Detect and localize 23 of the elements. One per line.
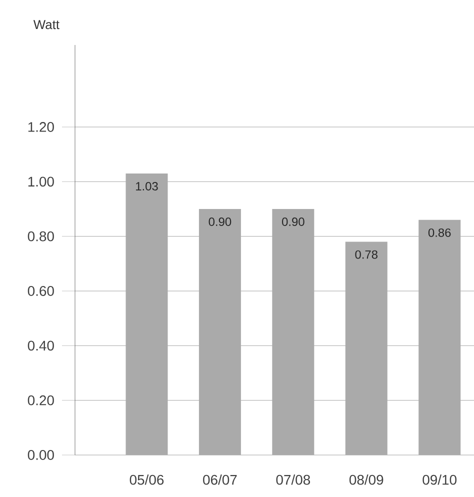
y-axis-title: Watt <box>33 20 60 30</box>
bar <box>272 208 314 455</box>
y-tick-label: 0.20 <box>28 395 54 406</box>
bar <box>345 242 388 455</box>
bar <box>198 208 241 455</box>
data-label: 0.90 <box>208 218 232 226</box>
y-tick-label: 0.60 <box>28 286 54 296</box>
data-label: 0.90 <box>282 218 304 226</box>
x-tick-label: 05/06 <box>130 474 164 485</box>
data-label: 0.78 <box>355 250 378 259</box>
y-tick-label: 1.00 <box>28 176 54 187</box>
x-tick-label: 08/09 <box>349 474 384 485</box>
y-tick-label: 0.00 <box>28 450 54 460</box>
x-tick-label: 06/07 <box>203 474 237 485</box>
data-label: 0.86 <box>428 228 451 237</box>
bar <box>126 173 168 455</box>
data-label: 1.03 <box>136 182 158 190</box>
y-tick-label: 0.80 <box>28 231 54 242</box>
x-tick-label: 07/08 <box>276 474 310 485</box>
y-tick-label: 0.40 <box>28 340 54 351</box>
x-tick-label: 09/10 <box>422 474 456 485</box>
y-tick-label: 1.20 <box>28 122 54 132</box>
bar <box>418 220 461 455</box>
